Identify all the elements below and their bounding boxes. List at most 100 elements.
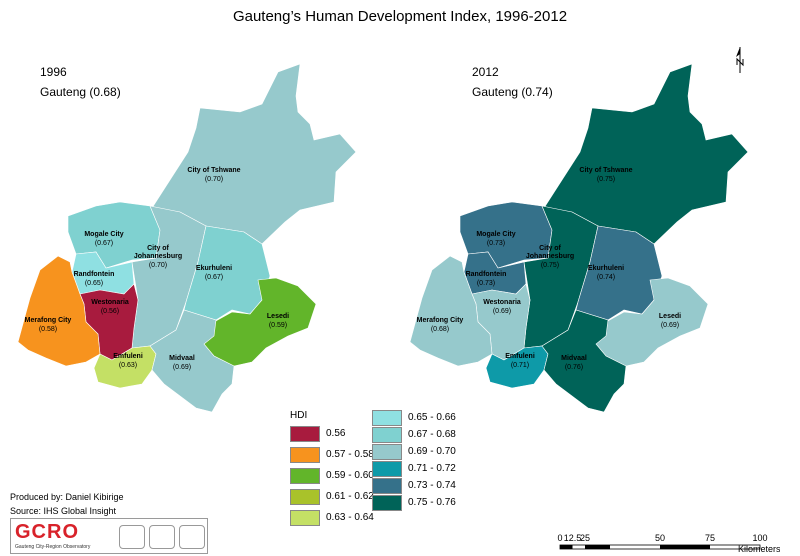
region-name-label: Midvaal (169, 355, 195, 362)
legend-label: 0.63 - 0.64 (326, 512, 374, 523)
scale-tick-label: 50 (655, 533, 665, 543)
region-value-label: (0.74) (597, 274, 615, 281)
region-name-label: Westonaria (483, 299, 521, 306)
scale-tick-label: 25 (580, 533, 590, 543)
legend-swatch (290, 447, 320, 463)
region-value-label: (0.75) (597, 176, 615, 183)
legend-swatch (372, 410, 402, 426)
region-name-label: Mogale City (476, 231, 515, 238)
region-name-label: Merafong City (417, 317, 464, 324)
panel-2012-year: 2012 (472, 65, 499, 79)
region-name-label: Randfontein (74, 271, 115, 278)
region-name-label: Johannesburg (134, 253, 182, 260)
region-name-label: Midvaal (561, 355, 587, 362)
region-value-label: (0.75) (541, 262, 559, 269)
legend-swatch (290, 510, 320, 526)
legend-swatch (372, 444, 402, 460)
scale-tick-label: 100 (752, 533, 767, 543)
region-name-label: City of Tshwane (187, 167, 240, 174)
region-mogale-city (67, 201, 161, 269)
region-value-label: (0.76) (565, 364, 583, 371)
region-emfuleni (485, 345, 549, 389)
region-merafong-city (17, 255, 101, 367)
region-value-label: (0.73) (487, 240, 505, 247)
legend-label: 0.75 - 0.76 (408, 497, 456, 508)
region-name-label: City of (539, 245, 561, 252)
panel-1996-subtitle: Gauteng (0.68) (40, 85, 121, 99)
legend-label: 0.61 - 0.62 (326, 491, 374, 502)
region-value-label: (0.70) (149, 262, 167, 269)
legend-label: 0.57 - 0.58 (326, 449, 374, 460)
university-emblem-icon (149, 525, 175, 549)
region-midvaal (541, 309, 627, 413)
north-arrow-icon (736, 47, 744, 73)
region-value-label: (0.65) (85, 280, 103, 287)
legend-label: 0.73 - 0.74 (408, 480, 456, 491)
legend-swatch (372, 478, 402, 494)
legend-label: 0.65 - 0.66 (408, 412, 456, 423)
region-name-label: Ekurhuleni (196, 265, 232, 272)
region-value-label: (0.68) (431, 326, 449, 333)
gcro-logo: GCRO Gauteng City-Region Observatory (10, 518, 208, 554)
region-value-label: (0.67) (205, 274, 223, 281)
region-value-label: (0.56) (101, 308, 119, 315)
scale-tick-label: 12.5 (564, 533, 582, 543)
region-value-label: (0.73) (477, 280, 495, 287)
logo-subtitle: Gauteng City-Region Observatory (15, 544, 91, 550)
map-1996: City of Tshwane (0.70) Mogale City (0.67) Ci… (17, 63, 357, 413)
region-value-label: (0.63) (119, 362, 137, 369)
region-merafong-city (409, 255, 493, 367)
legend-label: 0.59 - 0.60 (326, 470, 374, 481)
legend-label: 0.69 - 0.70 (408, 446, 456, 457)
legend-swatch (290, 426, 320, 442)
panel-1996-label: 1996 Gauteng (0.68) (40, 62, 121, 102)
legend-swatch (372, 495, 402, 511)
emblem-icon (119, 525, 145, 549)
map-2012: City of Tshwane (0.75) Mogale City (0.73) Ci… (409, 63, 749, 413)
region-value-label: (0.69) (493, 308, 511, 315)
region-value-label: (0.67) (95, 240, 113, 247)
region-name-label: Emfuleni (113, 353, 143, 360)
region-ekurhuleni (575, 225, 663, 321)
coat-of-arms-icon (179, 525, 205, 549)
panel-2012-subtitle: Gauteng (0.74) (472, 85, 553, 99)
panel-2012-label: 2012 Gauteng (0.74) (472, 62, 553, 102)
region-midvaal (149, 309, 235, 413)
region-lesedi (201, 277, 317, 367)
logo-text: GCRO (15, 521, 79, 543)
region-ekurhuleni (183, 225, 271, 321)
region-name-label: Johannesburg (526, 253, 574, 260)
legend-swatch (290, 489, 320, 505)
region-name-label: Emfuleni (505, 353, 535, 360)
scale-tick-label: 0 (557, 533, 562, 543)
scale-unit: Kilometers (738, 544, 780, 554)
legend-title: HDI (290, 410, 308, 421)
legend-label: 0.67 - 0.68 (408, 429, 456, 440)
region-emfuleni (93, 345, 157, 389)
region-value-label: (0.70) (205, 176, 223, 183)
region-name-label: Ekurhuleni (588, 265, 624, 272)
map-title: Gauteng’s Human Development Index, 1996-… (232, 8, 568, 25)
region-name-label: City of Tshwane (579, 167, 632, 174)
region-name-label: Randfontein (466, 271, 507, 278)
legend-label: 0.71 - 0.72 (408, 463, 456, 474)
legend-swatch (372, 427, 402, 443)
region-name-label: Mogale City (84, 231, 123, 238)
region-name-label: City of (147, 245, 169, 252)
region-lesedi (593, 277, 709, 367)
region-name-label: Westonaria (91, 299, 129, 306)
region-name-label: Lesedi (659, 313, 681, 320)
region-name-label: Merafong City (25, 317, 72, 324)
region-name-label: Lesedi (267, 313, 289, 320)
credit-produced-by: Produced by: Daniel Kibirige (10, 492, 124, 502)
region-value-label: (0.69) (661, 322, 679, 329)
panel-1996-year: 1996 (40, 65, 67, 79)
region-value-label: (0.69) (173, 364, 191, 371)
region-mogale-city (459, 201, 553, 269)
legend-swatch (372, 461, 402, 477)
region-value-label: (0.71) (511, 362, 529, 369)
region-value-label: (0.58) (39, 326, 57, 333)
credit-source: Source: IHS Global Insight (10, 506, 117, 516)
scale-bar: 0 12.525 50 75 100 Kilometers (557, 533, 780, 554)
